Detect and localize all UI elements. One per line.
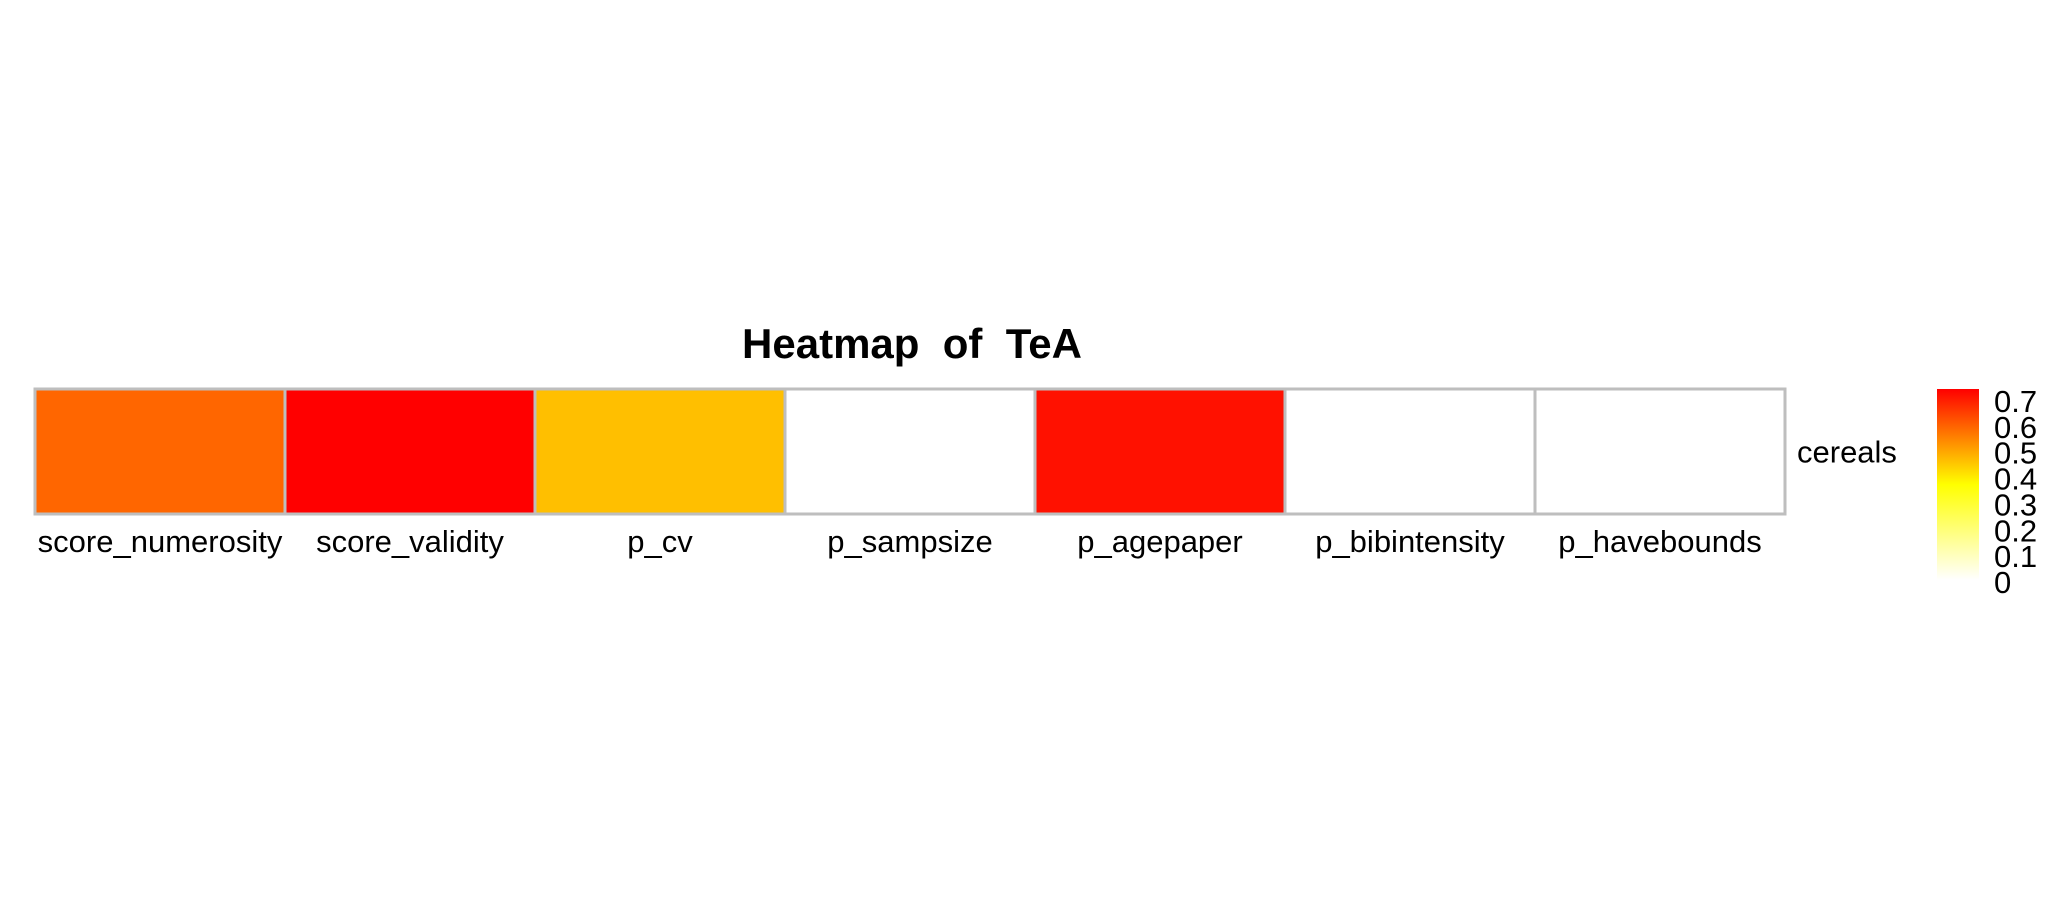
legend-tick-label: 0.7	[1994, 384, 2037, 419]
heatmap-cell-p-havebounds	[1533, 387, 1787, 516]
row-labels: cereals	[1797, 435, 1897, 470]
legend-color-bar	[1937, 389, 1979, 580]
heatmap-cell-p-cv	[533, 387, 787, 516]
chart-title: Heatmap of TeA	[742, 320, 1082, 367]
column-label: p_bibintensity	[1315, 524, 1505, 559]
heatmap-cells	[33, 387, 1787, 516]
column-label: score_numerosity	[38, 524, 283, 559]
legend-tick-label: 0.5	[1994, 436, 2037, 471]
row-label: cereals	[1797, 435, 1897, 470]
column-label: p_cv	[627, 524, 693, 559]
heatmap-cell-score-validity	[283, 387, 537, 516]
heatmap-cell-p-agepaper	[1033, 387, 1287, 516]
legend-tick-label: 0.1	[1994, 539, 2037, 574]
color-legend: 0.70.60.50.40.30.20.10	[1937, 384, 2037, 600]
column-label: p_sampsize	[827, 524, 992, 559]
column-label: p_havebounds	[1558, 524, 1761, 559]
legend-tick-label: 0.3	[1994, 487, 2037, 522]
column-label: score_validity	[316, 524, 504, 559]
heatmap-cell-p-bibintensity	[1283, 387, 1537, 516]
heatmap-cell-score-numerosity	[33, 387, 287, 516]
column-label: p_agepaper	[1077, 524, 1243, 559]
legend-tick-label: 0	[1994, 565, 2011, 600]
legend-tick-label: 0.6	[1994, 410, 2037, 445]
legend-tick-label: 0.2	[1994, 513, 2037, 548]
heatmap-cell-p-sampsize	[783, 387, 1037, 516]
legend-tick-label: 0.4	[1994, 462, 2037, 497]
column-labels: score_numerosity score_validity p_cv p_samp…	[38, 524, 1762, 559]
